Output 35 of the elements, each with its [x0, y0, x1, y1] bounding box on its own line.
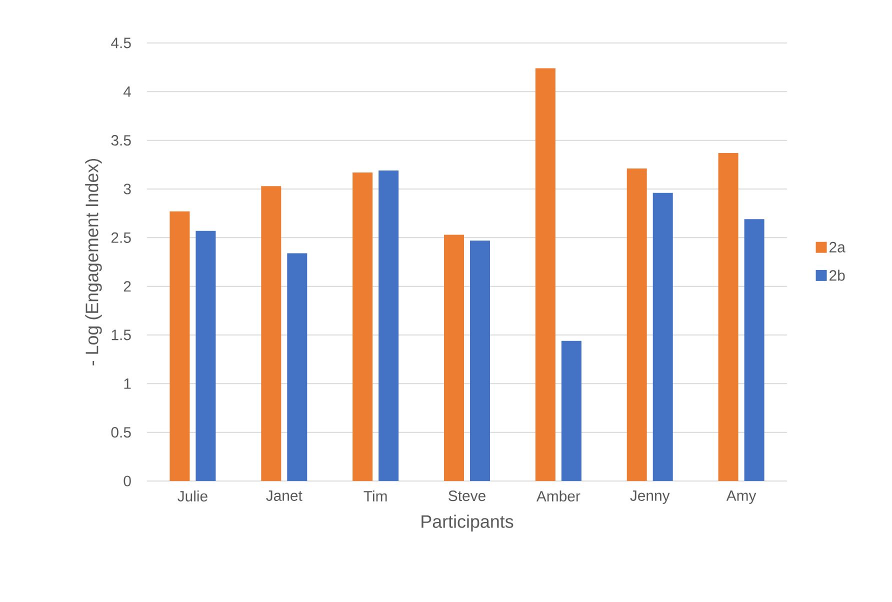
- bar: [352, 172, 373, 481]
- bar: [444, 234, 464, 481]
- x-tick-label: Amy: [726, 490, 756, 504]
- legend-label: 2a: [830, 242, 846, 252]
- y-tick-label: 1: [124, 378, 131, 389]
- x-tick-label: Julie: [178, 490, 208, 502]
- y-tick-label: 3.5: [111, 135, 131, 146]
- y-tick-label: 4.5: [111, 38, 131, 48]
- x-tick-label: Amber: [536, 490, 580, 502]
- y-tick-label: 1.5: [112, 330, 131, 340]
- y-tick-label: 0.5: [111, 427, 131, 438]
- bar: [718, 152, 738, 481]
- bar: [652, 192, 673, 481]
- bar: [287, 253, 308, 481]
- x-tick-label: Janet: [266, 490, 302, 501]
- x-tick-label: Jenny: [630, 490, 670, 504]
- x-tick-label: Steve: [448, 490, 486, 502]
- y-tick-label: 2: [124, 281, 131, 292]
- y-tick-label: 3: [124, 184, 131, 194]
- y-tick-label: 2.5: [111, 232, 131, 243]
- bar: [470, 240, 490, 481]
- legend-label: 2b: [830, 270, 845, 281]
- bar: [170, 211, 190, 481]
- y-axis-title: - Log (Engagement Index): [85, 158, 102, 366]
- bar: [561, 340, 582, 481]
- bar: [744, 219, 764, 481]
- bar: [626, 168, 647, 481]
- bar: [535, 68, 556, 481]
- x-tick-label: Tim: [364, 490, 387, 502]
- bar: [378, 170, 399, 481]
- bar: [261, 186, 282, 481]
- x-axis-title: Participants: [422, 514, 514, 532]
- bar: [196, 230, 216, 481]
- y-tick-label: 4: [124, 86, 132, 97]
- y-tick-label: 0: [124, 476, 131, 486]
